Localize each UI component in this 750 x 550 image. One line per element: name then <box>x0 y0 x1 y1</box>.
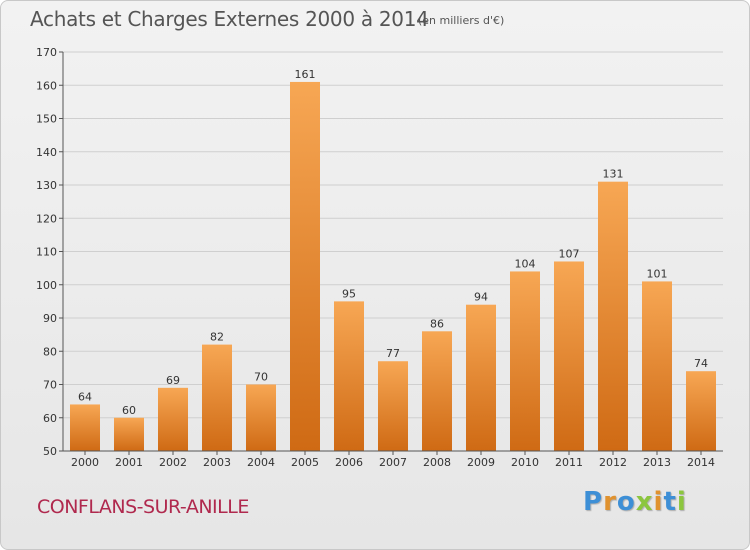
bar <box>114 417 144 451</box>
x-tick-label: 2007 <box>379 456 407 469</box>
bar-value-label: 101 <box>647 267 668 280</box>
x-tick-label: 2005 <box>291 456 319 469</box>
bar-value-label: 82 <box>210 331 224 344</box>
y-tick-label: 140 <box>36 146 57 159</box>
x-tick-label: 2001 <box>115 456 143 469</box>
y-tick-label: 120 <box>36 212 57 225</box>
bar-value-label: 86 <box>430 317 444 330</box>
bar <box>686 371 716 451</box>
proxiti-logo: Proxiti <box>583 487 687 517</box>
y-tick-label: 150 <box>36 113 57 126</box>
bar-value-label: 74 <box>694 357 708 370</box>
bar <box>158 387 188 451</box>
x-tick-label: 2012 <box>599 456 627 469</box>
bar <box>466 304 496 451</box>
x-tick-label: 2003 <box>203 456 231 469</box>
bar-value-label: 131 <box>603 168 624 181</box>
x-tick-label: 2000 <box>71 456 99 469</box>
logo-letter: i <box>676 487 687 517</box>
bar-value-label: 107 <box>559 247 580 260</box>
y-tick-label: 70 <box>43 379 57 392</box>
bar <box>598 181 628 452</box>
y-tick-label: 160 <box>36 79 57 92</box>
y-tick-label: 130 <box>36 179 57 192</box>
y-tick-label: 90 <box>43 312 57 325</box>
x-tick-label: 2004 <box>247 456 275 469</box>
logo-letter: i <box>653 487 664 517</box>
y-tick-label: 60 <box>43 412 57 425</box>
bar-value-label: 77 <box>386 347 400 360</box>
place-name: CONFLANS-SUR-ANILLE <box>37 496 249 518</box>
bar-value-label: 69 <box>166 374 180 387</box>
bar-value-label: 104 <box>515 257 536 270</box>
bar <box>642 281 672 451</box>
bar-value-label: 161 <box>295 68 316 81</box>
logo-letter: P <box>583 487 604 517</box>
bar-value-label: 94 <box>474 291 488 304</box>
x-tick-label: 2009 <box>467 456 495 469</box>
y-tick-label: 170 <box>36 46 57 59</box>
chart-subtitle: (en milliers d'€) <box>418 14 505 27</box>
bar <box>202 344 232 451</box>
bar <box>290 81 320 452</box>
axes <box>59 51 723 455</box>
bar <box>334 301 364 451</box>
bars <box>70 81 716 452</box>
chart-title: Achats et Charges Externes 2000 à 2014 <box>30 7 429 31</box>
logo-letter: o <box>616 487 636 517</box>
y-tick-label: 110 <box>36 246 57 259</box>
bar <box>378 361 408 451</box>
bar <box>554 261 584 451</box>
bar <box>510 271 540 451</box>
x-tick-label: 2008 <box>423 456 451 469</box>
bar <box>422 331 452 451</box>
x-tick-label: 2010 <box>511 456 539 469</box>
bar-value-label: 95 <box>342 287 356 300</box>
x-tick-label: 2014 <box>687 456 715 469</box>
bar-value-label: 64 <box>78 390 92 403</box>
bar-value-label: 60 <box>122 404 136 417</box>
x-tick-label: 2006 <box>335 456 363 469</box>
x-tick-label: 2011 <box>555 456 583 469</box>
logo-letter: t <box>663 487 677 517</box>
y-tick-label: 50 <box>43 445 57 458</box>
bar-value-label: 70 <box>254 371 268 384</box>
logo-letter: x <box>635 487 654 517</box>
logo-letter: r <box>603 487 617 517</box>
y-tick-label: 80 <box>43 345 57 358</box>
bar <box>246 384 276 451</box>
x-tick-label: 2002 <box>159 456 187 469</box>
y-tick-label: 100 <box>36 279 57 292</box>
labels: 50 60 70 80 90 100 110 120 130 140 150 160 170 64 2000… <box>36 46 715 469</box>
bar <box>70 404 100 451</box>
x-tick-label: 2013 <box>643 456 671 469</box>
